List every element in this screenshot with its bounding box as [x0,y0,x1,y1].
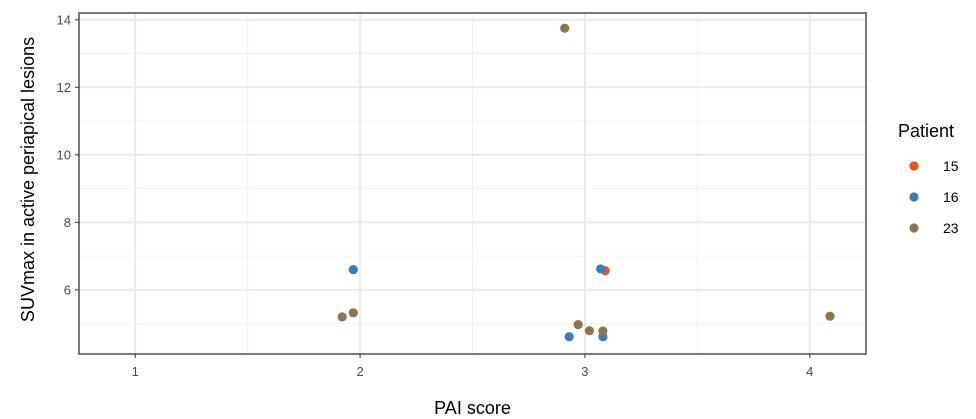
data-point [598,326,608,336]
legend-items: 15 16 23 [909,158,959,236]
data-point [596,264,606,274]
legend-swatch [909,161,919,171]
data-point [348,308,358,318]
data-points [337,23,835,342]
legend-title: Patient [898,121,954,141]
legend-swatch [909,223,919,233]
data-point [560,23,570,33]
legend-label: 16 [943,189,959,205]
y-tick-label: 14 [57,12,71,27]
y-tick-label: 8 [64,215,71,230]
y-tick-label: 10 [57,147,71,162]
legend-label: 23 [943,220,959,236]
legend-label: 15 [943,158,959,174]
x-tick-label: 2 [356,364,363,379]
data-point [825,311,835,321]
y-tick-label: 6 [64,282,71,297]
legend: Patient 15 16 23 [898,121,959,236]
y-axis-title: SUVmax in active periapical lesions [18,37,38,322]
legend-swatch [909,192,919,202]
grid-minor [79,13,866,354]
x-tick-label: 1 [132,364,139,379]
x-axis-ticks: 1 2 3 4 [132,354,813,379]
data-point [337,312,347,322]
x-axis-title: PAI score [434,398,511,418]
y-tick-label: 12 [57,80,71,95]
x-tick-label: 4 [806,364,813,379]
y-axis-ticks: 6 8 10 12 14 [57,12,79,297]
grid-major [79,13,866,354]
data-point [584,326,595,336]
data-point [348,264,358,275]
plot-panel-border [78,12,867,355]
data-point [573,320,583,330]
data-point [564,332,574,342]
x-tick-label: 3 [581,364,588,379]
